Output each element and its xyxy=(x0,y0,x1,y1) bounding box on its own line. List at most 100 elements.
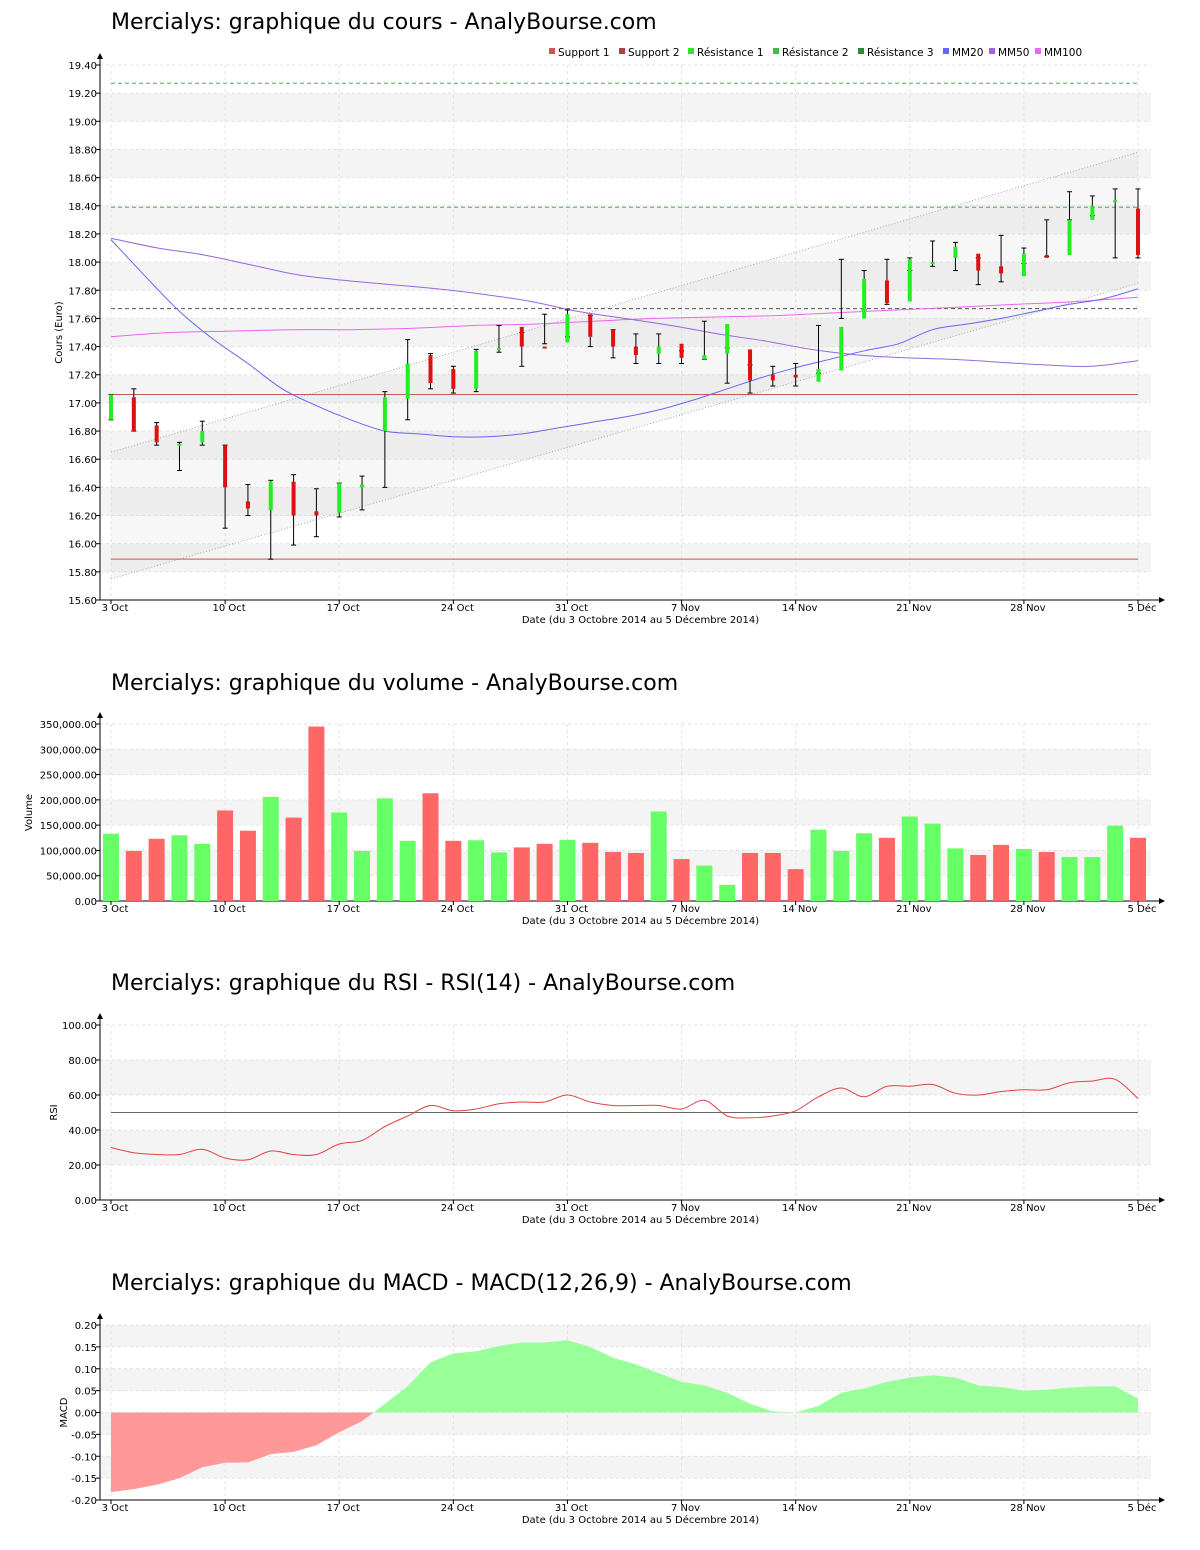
legend-label: MM100 xyxy=(1044,47,1082,59)
x-tick-label: 28 Nov xyxy=(1010,1503,1046,1514)
volume-bar-down xyxy=(764,852,781,901)
y-tick-label: 60.00 xyxy=(68,1091,97,1102)
macd-area-negative xyxy=(111,1412,374,1493)
volume-bar-down xyxy=(445,840,462,901)
candle-up xyxy=(474,350,479,389)
legend-label: Résistance 3 xyxy=(867,47,934,59)
volume-bar-down xyxy=(1038,851,1055,901)
macd-chart-panel: Mercialys: graphique du MACD - MACD(12,2… xyxy=(0,1271,1200,1541)
candle-up xyxy=(839,326,844,371)
candle-down xyxy=(976,253,981,271)
y-tick-label: 20.00 xyxy=(68,1161,97,1172)
candle-up xyxy=(1067,219,1072,256)
volume-bar-up xyxy=(1084,857,1101,901)
volume-bar-up xyxy=(810,829,827,901)
x-tick-label: 14 Nov xyxy=(782,904,818,915)
candle-down xyxy=(314,511,319,516)
y-tick-label: 19.00 xyxy=(68,117,97,128)
y-tick-label: 100.00 xyxy=(62,1021,97,1032)
legend-label: Support 1 xyxy=(558,47,610,59)
y-axis-arrow xyxy=(97,712,103,718)
y-axis-arrow xyxy=(97,53,103,59)
x-tick-label: 10 Oct xyxy=(213,1503,246,1514)
x-axis-arrow xyxy=(1159,898,1165,904)
x-axis-arrow xyxy=(1159,1197,1165,1203)
volume-bar-down xyxy=(239,830,256,901)
rsi-line xyxy=(110,1077,1139,1161)
y-tick-label: 40.00 xyxy=(68,1126,97,1137)
rsi-chart-title: Mercialys: graphique du RSI - RSI(14) - … xyxy=(111,971,736,996)
volume-bar-up xyxy=(399,840,416,901)
candle-down xyxy=(884,280,889,303)
volume-bar-down xyxy=(673,859,690,901)
x-tick-label: 24 Oct xyxy=(441,1203,474,1214)
volume-bar-up xyxy=(331,812,348,901)
x-tick-label: 7 Nov xyxy=(671,603,700,614)
grid-band xyxy=(100,262,1151,291)
grid-band xyxy=(100,431,1151,460)
candle-down xyxy=(245,501,250,509)
x-tick-label: 24 Oct xyxy=(441,603,474,614)
volume-bar-up xyxy=(354,850,371,901)
legend-label: Support 2 xyxy=(628,47,680,59)
volume-bar-down xyxy=(1130,837,1146,901)
y-tick-label: -0.10 xyxy=(71,1452,97,1463)
y-axis-arrow xyxy=(97,1013,103,1019)
y-tick-label: 18.60 xyxy=(68,174,97,185)
volume-bar-up xyxy=(719,884,736,901)
candle-down xyxy=(154,425,159,443)
legend-swatch xyxy=(688,48,694,54)
x-tick-label: 17 Oct xyxy=(327,603,360,614)
candle-up xyxy=(816,369,821,382)
x-axis-arrow xyxy=(1159,1497,1165,1503)
grid-band xyxy=(100,799,1151,826)
x-tick-label: 31 Oct xyxy=(555,603,588,614)
candle-up xyxy=(496,347,501,350)
legend-label: Résistance 2 xyxy=(782,47,849,59)
volume-bar-down xyxy=(308,726,325,901)
candle-up xyxy=(382,397,387,432)
candle-down xyxy=(291,481,296,516)
y-tick-label: 19.40 xyxy=(68,61,97,72)
x-tick-label: 14 Nov xyxy=(782,1203,818,1214)
macd-chart: -0.20 -0.15 -0.10 -0.05 0.00 0.05 0.10 0.15 0.20… xyxy=(59,1313,1165,1526)
candle-down xyxy=(542,346,547,349)
legend-label: MM20 xyxy=(952,47,983,59)
rsi-chart: 0.00 20.00 40.00 60.00 80.00 100.00 3 Oct 10 Oc… xyxy=(49,1013,1165,1226)
x-tick-label: 5 Déc xyxy=(1128,1202,1157,1214)
x-tick-label: 5 Déc xyxy=(1128,903,1157,915)
y-tick-label: 18.20 xyxy=(68,230,97,241)
y-tick-label: 16.00 xyxy=(68,540,97,551)
y-tick-label: 16.80 xyxy=(68,427,97,438)
y-tick-label: 18.40 xyxy=(68,202,97,213)
volume-bar-up xyxy=(468,840,485,901)
volume-bar-up xyxy=(194,843,211,901)
y-axis-label: MACD xyxy=(59,1397,70,1427)
volume-bar-up xyxy=(696,865,713,901)
candle-up xyxy=(1090,205,1095,220)
volume-bar-down xyxy=(627,852,644,901)
volume-bar-up xyxy=(1107,825,1124,901)
volume-bar-up xyxy=(856,833,873,901)
candle-up xyxy=(862,279,867,319)
y-tick-label: 17.80 xyxy=(68,286,97,297)
grid-band xyxy=(100,205,1151,234)
candle-up xyxy=(1021,253,1026,277)
legend-swatch xyxy=(989,48,995,54)
x-tick-label: 28 Nov xyxy=(1010,904,1046,915)
legend-label: Résistance 1 xyxy=(697,47,764,59)
volume-bar-down xyxy=(787,869,804,901)
x-tick-label: 3 Oct xyxy=(102,1503,129,1514)
volume-bar-up xyxy=(559,839,576,901)
price-chart-panel: Mercialys: graphique du cours - AnalyBou… xyxy=(0,10,1200,640)
candle-down xyxy=(428,355,433,384)
mm50-line xyxy=(110,237,1139,367)
x-axis-label: Date (du 3 Octobre 2014 au 5 Décembre 20… xyxy=(522,915,759,927)
y-tick-label: -0.05 xyxy=(71,1430,97,1441)
x-tick-label: 31 Oct xyxy=(555,904,588,915)
x-tick-label: 5 Déc xyxy=(1128,602,1157,614)
x-tick-label: 14 Nov xyxy=(782,1503,818,1514)
x-tick-label: 21 Nov xyxy=(896,1503,932,1514)
candle-up xyxy=(337,483,342,513)
legend-swatch xyxy=(1035,48,1041,54)
